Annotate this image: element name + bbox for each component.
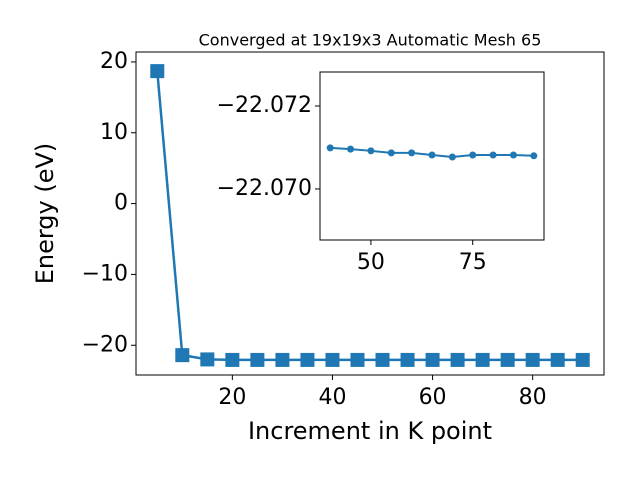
marker bbox=[350, 352, 365, 367]
marker bbox=[448, 153, 456, 161]
y-tick-label: 10 bbox=[100, 120, 128, 145]
x-tick-label: 80 bbox=[519, 385, 547, 410]
marker bbox=[525, 352, 540, 367]
marker bbox=[428, 151, 436, 159]
marker bbox=[450, 352, 465, 367]
x-axis-label: Increment in K point bbox=[248, 417, 492, 445]
marker bbox=[275, 352, 290, 367]
marker bbox=[475, 352, 490, 367]
marker bbox=[489, 151, 497, 159]
marker bbox=[150, 64, 165, 79]
y-axis-label: Energy (eV) bbox=[31, 143, 59, 285]
y-tick-label: −20 bbox=[82, 332, 128, 357]
x-tick-label: 75 bbox=[459, 250, 487, 275]
marker bbox=[500, 352, 515, 367]
marker bbox=[550, 352, 565, 367]
x-tick-label: 40 bbox=[318, 385, 346, 410]
marker bbox=[175, 348, 190, 363]
marker bbox=[225, 352, 240, 367]
y-tick-label: −10 bbox=[82, 261, 128, 286]
marker bbox=[375, 352, 390, 367]
marker bbox=[200, 352, 215, 367]
x-tick-label: 20 bbox=[218, 385, 246, 410]
marker bbox=[387, 149, 395, 157]
marker bbox=[575, 352, 590, 367]
y-tick-label: −22.070 bbox=[217, 176, 312, 201]
marker bbox=[530, 152, 538, 160]
y-tick-label: 20 bbox=[100, 49, 128, 74]
marker bbox=[347, 145, 355, 153]
x-tick-label: 50 bbox=[357, 250, 385, 275]
marker bbox=[250, 352, 265, 367]
marker bbox=[408, 149, 416, 157]
marker bbox=[326, 144, 334, 152]
chart-title: Converged at 19x19x3 Automatic Mesh 65 bbox=[199, 31, 542, 50]
y-tick-label: 0 bbox=[114, 191, 128, 216]
y-tick-label: −22.072 bbox=[217, 93, 312, 118]
marker bbox=[469, 151, 477, 159]
marker bbox=[367, 147, 375, 155]
marker bbox=[509, 151, 517, 159]
marker bbox=[300, 352, 315, 367]
marker bbox=[325, 352, 340, 367]
marker bbox=[425, 352, 440, 367]
marker bbox=[400, 352, 415, 367]
x-tick-label: 60 bbox=[419, 385, 447, 410]
